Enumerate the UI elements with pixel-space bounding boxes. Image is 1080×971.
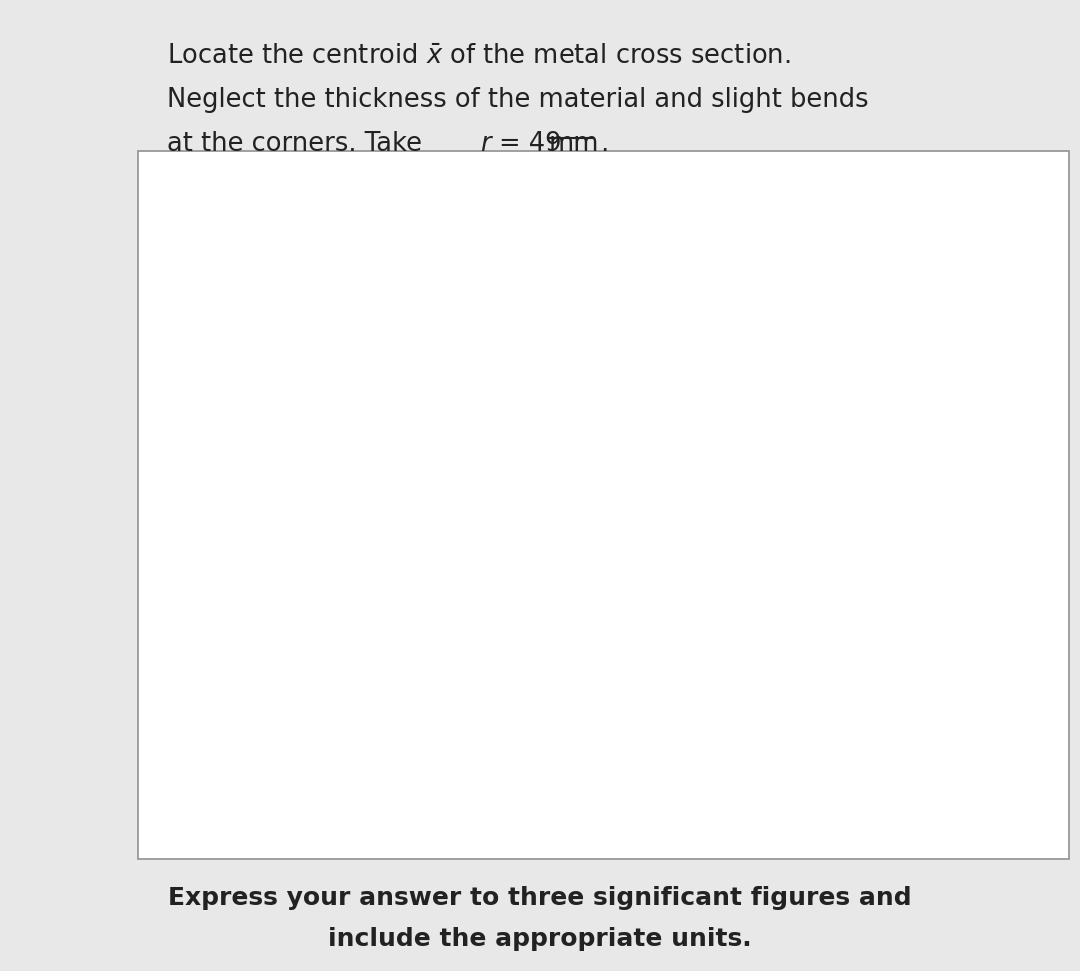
Text: x: x — [1025, 698, 1037, 717]
Text: Locate the centroid $\bar{x}$ of the metal cross section.: Locate the centroid $\bar{x}$ of the met… — [167, 44, 791, 70]
Polygon shape — [433, 444, 539, 666]
Text: y: y — [443, 245, 455, 264]
Polygon shape — [396, 308, 470, 326]
Polygon shape — [433, 326, 470, 470]
Polygon shape — [502, 417, 756, 666]
Polygon shape — [433, 432, 576, 666]
Polygon shape — [433, 308, 535, 326]
Polygon shape — [219, 695, 235, 722]
Text: 100 mm: 100 mm — [500, 795, 567, 811]
Text: $r$: $r$ — [345, 407, 354, 424]
Polygon shape — [369, 298, 535, 308]
Polygon shape — [433, 308, 508, 326]
Polygon shape — [369, 308, 470, 326]
Text: 100 mm: 100 mm — [351, 795, 418, 811]
Text: Neglect the thickness of the material and slight bends: Neglect the thickness of the material an… — [167, 87, 869, 114]
Polygon shape — [681, 666, 756, 722]
Polygon shape — [235, 666, 756, 695]
Text: include the appropriate units.: include the appropriate units. — [328, 927, 752, 952]
Polygon shape — [309, 444, 447, 666]
Polygon shape — [235, 695, 681, 722]
Text: at the corners. Take: at the corners. Take — [167, 131, 431, 157]
Text: 150 mm: 150 mm — [848, 558, 926, 578]
Text: mm: mm — [549, 131, 599, 157]
Polygon shape — [399, 426, 469, 464]
Text: .: . — [593, 131, 609, 157]
Text: Express your answer to three significant figures and: Express your answer to three significant… — [168, 886, 912, 910]
Text: $r$: $r$ — [480, 131, 494, 157]
Polygon shape — [433, 326, 498, 338]
Text: 50 mm: 50 mm — [617, 795, 673, 811]
Polygon shape — [396, 326, 433, 470]
Text: 50 mm: 50 mm — [244, 795, 301, 811]
Polygon shape — [420, 444, 447, 462]
Text: = 49: = 49 — [499, 131, 569, 157]
Polygon shape — [470, 326, 681, 432]
Polygon shape — [369, 326, 433, 338]
